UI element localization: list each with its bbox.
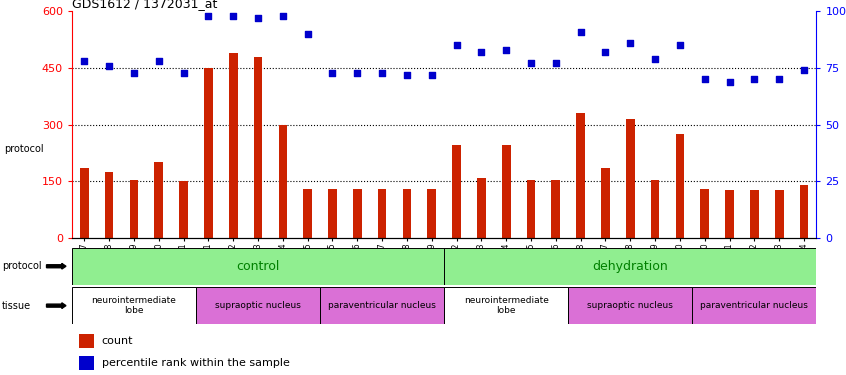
Bar (72, 287, 196, 324)
Point (450, 42, 464, 48)
Point (499, 47, 513, 53)
Bar (725, 190, 733, 238)
Bar (378, 189, 387, 238)
Bar (254, 57, 262, 238)
Point (549, 60, 563, 66)
Text: supraoptic nucleus: supraoptic nucleus (215, 301, 301, 310)
Bar (304, 189, 312, 238)
Bar (651, 180, 659, 238)
Bar (328, 189, 337, 238)
Point (624, 40, 637, 46)
Bar (626, 119, 634, 238)
Point (201, 13, 215, 19)
Bar (750, 190, 759, 238)
Point (177, 69, 190, 75)
Bar (775, 190, 783, 238)
Text: supraoptic nucleus: supraoptic nucleus (587, 301, 673, 310)
Bar (477, 178, 486, 238)
Bar (527, 180, 536, 238)
Bar (569, 287, 692, 324)
Bar (72, 248, 444, 285)
Text: percentile rank within the sample: percentile rank within the sample (102, 358, 289, 368)
Text: paraventricular nucleus: paraventricular nucleus (328, 301, 436, 310)
Bar (692, 287, 816, 324)
Point (525, 60, 538, 66)
Text: neurointermediate
lobe: neurointermediate lobe (91, 296, 176, 315)
Bar (444, 248, 816, 285)
Point (425, 72, 438, 78)
Bar (179, 182, 188, 238)
Bar (105, 172, 113, 238)
Bar (278, 124, 287, 238)
Point (326, 69, 339, 75)
Bar (80, 356, 94, 370)
Text: count: count (102, 336, 133, 346)
Bar (444, 287, 569, 324)
Bar (552, 180, 560, 238)
Point (599, 49, 613, 55)
Bar (502, 146, 510, 238)
Point (350, 69, 364, 75)
Text: dehydration: dehydration (592, 260, 668, 273)
Point (797, 67, 810, 73)
Point (648, 56, 662, 62)
Point (722, 79, 736, 85)
Text: GDS1612 / 1372031_at: GDS1612 / 1372031_at (72, 0, 217, 10)
Point (301, 31, 315, 37)
Point (127, 69, 140, 75)
Bar (204, 68, 212, 238)
Bar (320, 287, 444, 324)
Point (400, 72, 414, 78)
Point (698, 76, 711, 82)
Text: protocol: protocol (4, 144, 44, 154)
Bar (80, 168, 89, 238)
Text: neurointermediate
lobe: neurointermediate lobe (464, 296, 548, 315)
Bar (799, 185, 808, 238)
Point (673, 42, 687, 48)
Bar (453, 146, 461, 238)
Point (102, 63, 116, 69)
Bar (602, 168, 610, 238)
Bar (229, 53, 238, 238)
Text: tissue: tissue (2, 301, 30, 310)
Text: control: control (236, 260, 280, 273)
Point (251, 15, 265, 21)
Point (376, 69, 389, 75)
Point (276, 13, 289, 19)
Bar (80, 334, 94, 348)
Point (574, 28, 587, 34)
Point (475, 49, 488, 55)
Point (152, 58, 166, 64)
Bar (427, 189, 436, 238)
Bar (129, 180, 138, 238)
Point (772, 76, 786, 82)
Bar (196, 287, 320, 324)
Point (227, 13, 240, 19)
Text: paraventricular nucleus: paraventricular nucleus (700, 301, 808, 310)
Bar (676, 134, 684, 238)
Bar (155, 162, 163, 238)
Bar (353, 189, 361, 238)
Text: protocol: protocol (2, 261, 41, 271)
Bar (403, 189, 411, 238)
Point (78, 58, 91, 64)
Bar (576, 113, 585, 238)
Point (748, 76, 761, 82)
Bar (700, 189, 709, 238)
